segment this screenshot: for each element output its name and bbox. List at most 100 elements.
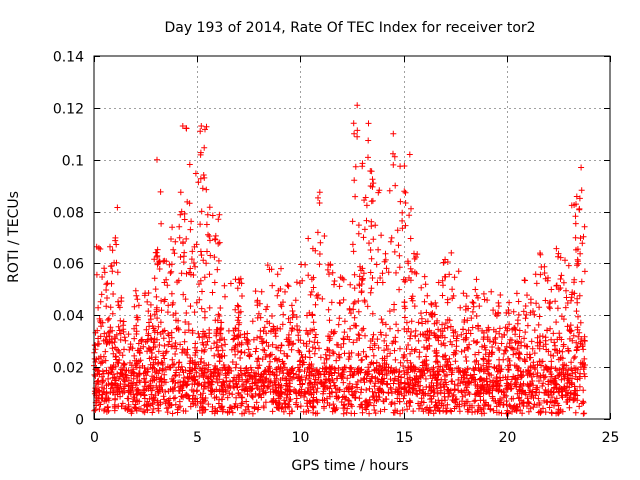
data-point [548,371,555,378]
data-point [304,397,311,404]
data-point [311,339,318,346]
data-point [215,240,222,247]
data-point [475,323,482,330]
data-point [172,351,179,357]
data-point [415,319,422,326]
data-point [336,283,343,290]
data-point [143,326,150,333]
data-point [535,321,542,328]
data-point [375,378,382,385]
data-point [514,345,521,352]
data-point [270,323,277,330]
data-point [116,304,123,311]
data-point [249,318,256,325]
data-point [233,361,240,368]
data-point [348,401,354,408]
data-point [402,189,409,196]
data-point [346,388,352,395]
data-point [370,393,377,399]
data-point [376,370,383,377]
data-point [395,242,402,249]
data-point [369,176,376,183]
data-point [335,321,342,328]
data-point [144,298,151,305]
data-point [111,334,118,340]
data-point [363,353,370,360]
data-point [533,300,540,307]
data-point [241,410,248,417]
data-point [196,281,202,288]
data-point [120,326,127,333]
data-point [368,285,375,292]
data-point [411,348,418,354]
data-point [99,373,105,380]
data-point [95,304,102,311]
data-point [431,348,438,354]
data-point [309,404,316,410]
data-point [117,317,124,324]
data-point [425,390,432,397]
data-point [201,174,208,181]
data-point [565,348,572,355]
data-point [99,359,106,366]
data-point [177,366,184,373]
data-point [274,292,281,299]
data-point [572,213,579,220]
data-point [356,395,363,402]
data-point [442,397,449,404]
data-point [317,239,324,246]
data-point [462,306,469,313]
data-point [335,365,342,371]
data-point [360,376,367,383]
data-point [422,318,429,325]
data-point [352,163,359,170]
data-point [227,384,234,391]
data-point [411,255,418,262]
data-point [530,404,537,411]
data-point [176,398,183,405]
data-point [572,353,578,360]
x-tick-label: 25 [602,430,620,446]
data-point [200,374,207,381]
data-point [293,395,300,402]
data-point [471,371,478,378]
data-point [536,401,543,408]
data-point [380,389,387,396]
data-point [573,201,579,208]
data-point [441,376,448,383]
data-point [353,322,360,329]
data-point [203,362,210,369]
data-point [159,367,166,374]
data-point [93,243,100,250]
data-point [125,389,132,396]
data-point [548,365,555,372]
data-point [516,401,523,408]
data-point [531,311,538,318]
data-point [576,383,583,390]
data-point [577,250,584,257]
data-point [397,198,404,205]
data-point [177,379,183,386]
data-point [203,221,210,228]
data-point [180,259,187,266]
data-point [485,363,492,370]
data-point [224,394,231,401]
data-point [124,407,131,413]
data-point [115,298,121,305]
data-point [358,289,365,296]
data-point [115,384,122,391]
data-point [424,292,431,299]
data-point [455,268,462,275]
data-point [424,367,431,374]
data-point [112,363,119,370]
data-point [145,308,152,315]
data-point [538,264,545,270]
data-point [548,410,555,417]
data-point [574,343,581,350]
data-point [142,369,149,376]
data-point [366,396,373,403]
data-point [387,376,394,383]
data-point [408,205,414,212]
data-point [361,375,368,382]
data-point [245,346,252,353]
